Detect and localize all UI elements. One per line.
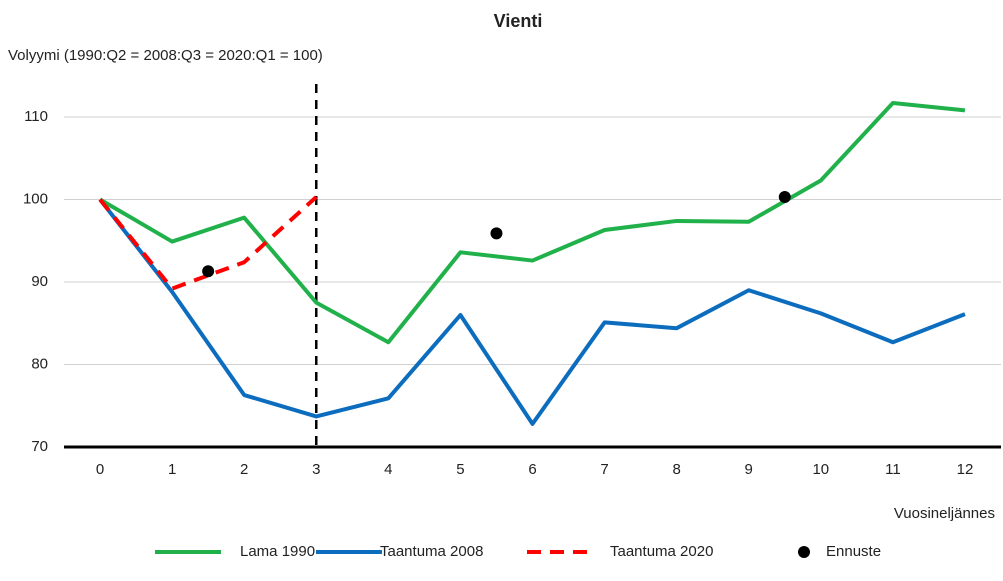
x-tick-label: 3 (312, 461, 320, 478)
x-axis-label: Vuosineljännes (894, 505, 995, 522)
forecast-point (778, 191, 791, 204)
legend-label: Ennuste (826, 543, 881, 560)
legend-swatch (798, 546, 810, 558)
legend-label: Taantuma 2020 (610, 543, 713, 560)
legend-label: Lama 1990 (240, 543, 315, 560)
line-series (99, 100, 966, 345)
x-tick-label: 10 (812, 461, 829, 478)
x-tick-label: 9 (745, 461, 753, 478)
forecast-point (202, 265, 215, 278)
y-tick-label: 80 (31, 355, 48, 372)
x-tick-label: 8 (672, 461, 680, 478)
x-tick-label: 1 (168, 461, 176, 478)
x-tick-label: 11 (885, 461, 901, 478)
y-tick-label: 100 (23, 190, 48, 207)
legend-label: Taantuma 2008 (380, 543, 483, 560)
x-tick-label: 2 (240, 461, 248, 478)
x-tick-label: 4 (384, 461, 392, 478)
x-tick-label: 0 (96, 461, 104, 478)
y-tick-label: 110 (24, 108, 48, 125)
line-series (98, 198, 966, 426)
x-tick-label: 12 (957, 461, 974, 478)
y-tick-label: 90 (31, 273, 48, 290)
x-tick-label: 6 (528, 461, 536, 478)
y-axis-label: Volyymi (1990:Q2 = 2008:Q3 = 2020:Q1 = 1… (8, 47, 323, 64)
forecast-point (490, 227, 503, 240)
chart-title: Vienti (494, 11, 543, 31)
y-tick-label: 70 (31, 438, 48, 455)
line-series (98, 195, 318, 291)
x-tick-label: 7 (600, 461, 608, 478)
x-tick-label: 5 (456, 461, 464, 478)
